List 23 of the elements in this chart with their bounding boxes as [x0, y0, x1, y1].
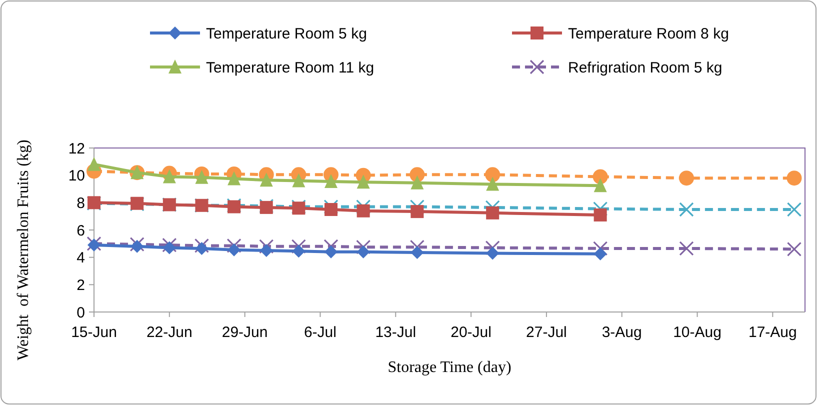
x-tick-label: 29-Jun — [222, 324, 268, 341]
x-tick-label: 6-Jul — [304, 324, 336, 341]
y-tick-label: 2 — [76, 276, 85, 294]
legend-label: Temperature Room 8 kg — [568, 25, 729, 42]
y-axis-title: Weight of Watermelon Fruits (kg) — [15, 140, 32, 360]
y-tick-label: 6 — [76, 222, 85, 240]
y-tick-label: 0 — [76, 304, 85, 322]
x-tick-label: 22-Jun — [146, 324, 192, 341]
y-tick-label: 8 — [76, 194, 85, 212]
x-tick-label: 10-Aug — [673, 324, 722, 341]
y-tick-label: 10 — [68, 168, 85, 185]
y-tick-label: 12 — [68, 140, 85, 158]
legend-label: Temperature Room 11 kg — [206, 59, 374, 76]
x-tick-label: 17-Aug — [748, 324, 797, 341]
x-tick-label: 15-Jun — [71, 324, 117, 341]
legend-label: Refrigration Room 5 kg — [568, 59, 722, 76]
legend-label: Temperature Room 5 kg — [206, 25, 367, 42]
x-tick-label: 20-Jul — [450, 324, 492, 341]
x-tick-label: 27-Jul — [526, 324, 567, 341]
x-tick-label: 3-Aug — [602, 324, 642, 341]
y-tick-label: 4 — [76, 250, 85, 267]
x-axis-title: Storage Time (day) — [388, 359, 512, 376]
x-tick-label: 13-Jul — [375, 324, 416, 341]
